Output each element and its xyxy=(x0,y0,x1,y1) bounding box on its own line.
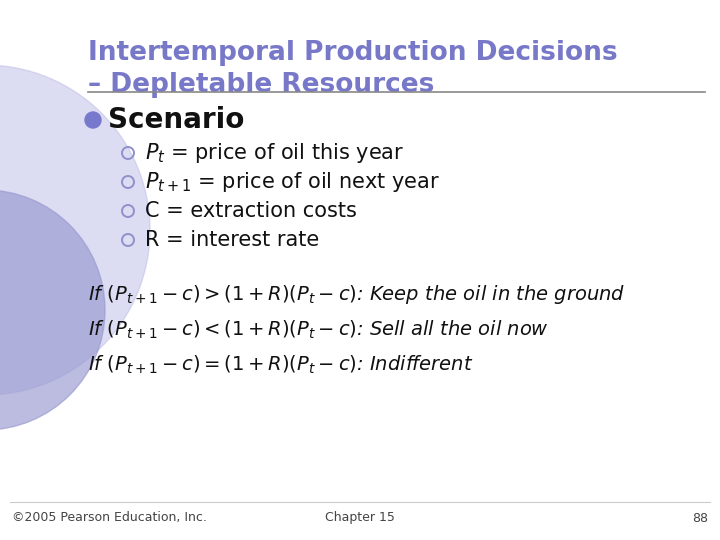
Text: 88: 88 xyxy=(692,511,708,524)
Text: $P_t$ = price of oil this year: $P_t$ = price of oil this year xyxy=(145,141,405,165)
Text: Intertemporal Production Decisions: Intertemporal Production Decisions xyxy=(88,40,618,66)
Text: If $(P_{t+1}-c)=(1+R)(P_t-c)$: Indifferent: If $(P_{t+1}-c)=(1+R)(P_t-c)$: Indiffere… xyxy=(88,354,473,376)
Text: If $(P_{t+1}-c)<(1+R)(P_t-c)$: Sell all the oil now: If $(P_{t+1}-c)<(1+R)(P_t-c)$: Sell all … xyxy=(88,319,549,341)
Text: Scenario: Scenario xyxy=(108,106,244,134)
Text: C = extraction costs: C = extraction costs xyxy=(145,201,357,221)
Text: – Depletable Resources: – Depletable Resources xyxy=(88,72,434,98)
Text: $P_{t+1}$ = price of oil next year: $P_{t+1}$ = price of oil next year xyxy=(145,170,440,194)
Text: ©2005 Pearson Education, Inc.: ©2005 Pearson Education, Inc. xyxy=(12,511,207,524)
Text: Chapter 15: Chapter 15 xyxy=(325,511,395,524)
Circle shape xyxy=(85,112,101,128)
Circle shape xyxy=(0,190,105,430)
Text: If $(P_{t+1}-c)>(1+R)(P_t-c)$: Keep the oil in the ground: If $(P_{t+1}-c)>(1+R)(P_t-c)$: Keep the … xyxy=(88,284,626,307)
Text: R = interest rate: R = interest rate xyxy=(145,230,319,250)
Circle shape xyxy=(0,65,150,395)
